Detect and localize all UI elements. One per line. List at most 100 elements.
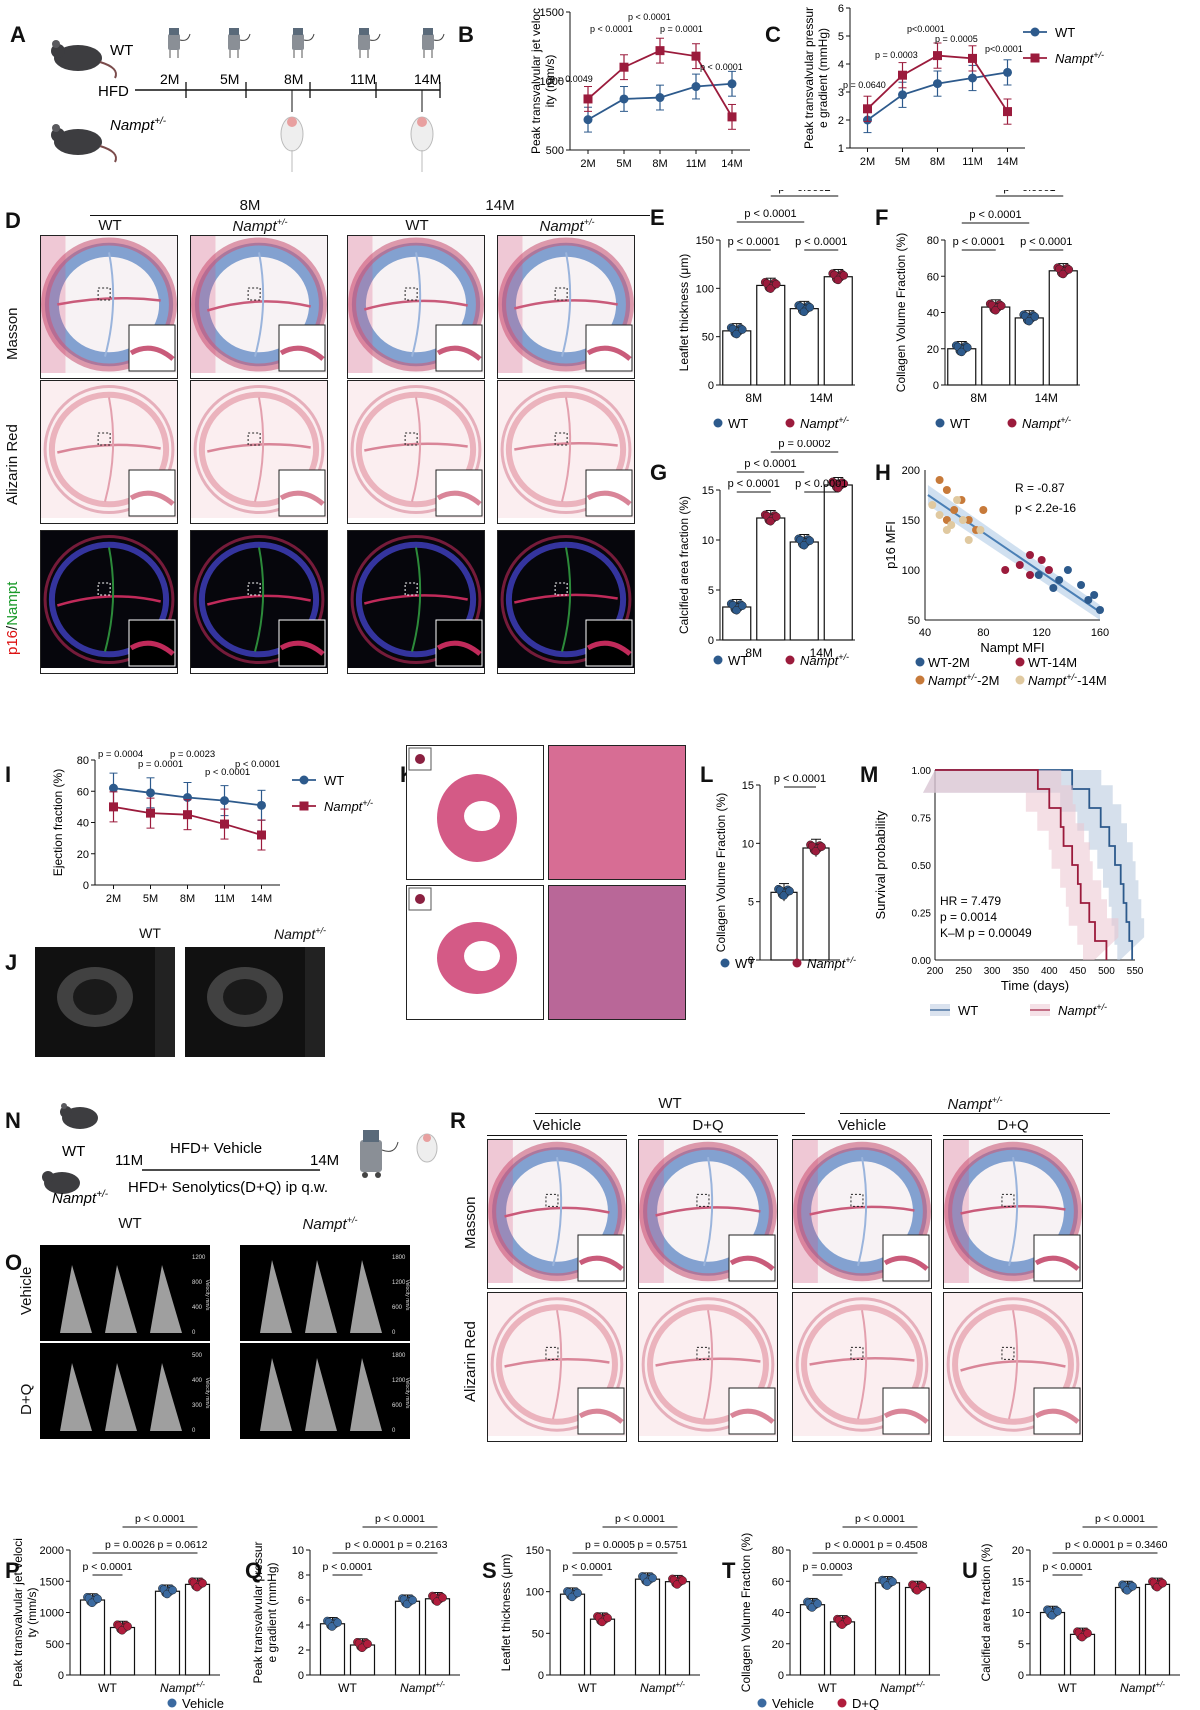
column-header: Nampt+/-: [947, 1095, 1003, 1113]
y-tick-label: 15: [742, 780, 754, 792]
bar: [823, 484, 853, 641]
x-tick-label: 14M: [251, 893, 272, 905]
x-tick-label: 120: [1032, 627, 1050, 639]
y-tick-label: 0: [778, 1670, 784, 1682]
panel-k-heart-sections: [400, 740, 700, 1030]
doppler-tick-label: 0: [192, 1428, 196, 1434]
doppler-tick-label: 1800: [392, 1255, 406, 1261]
p-value-label: p = 0.3460: [1118, 1539, 1168, 1551]
panel-n-schematic: WT Nampt+/- 11M HFD+ Vehicle 14M HFD+ Se…: [42, 1103, 438, 1207]
data-dot: [1083, 1629, 1092, 1638]
data-dot: [918, 1582, 927, 1591]
legend-marker: [915, 675, 925, 685]
legend-label: WT: [324, 773, 344, 788]
y-tick-label: 150: [902, 515, 920, 527]
echo-machine-icon: [228, 28, 251, 58]
legend-label: WT: [735, 956, 755, 971]
heart-zoom-image: [548, 885, 686, 1020]
bar: [349, 1644, 376, 1676]
data-dot: [779, 891, 789, 900]
chart-f-collagen: 0 20 40 60 80 Collagen Volume Fraction (%) 8M 1…: [894, 190, 1080, 431]
bar: [664, 1581, 691, 1676]
x-tick-label: 5M: [143, 893, 158, 905]
x-tick-label: 80: [977, 627, 989, 639]
masson-stain-image: [639, 1140, 777, 1283]
legend-marker: [785, 418, 795, 428]
y-tick-label: 5: [838, 31, 844, 43]
data-dot: [991, 306, 1000, 315]
panel-letter-d: D: [5, 208, 21, 233]
echo-image: [185, 947, 325, 1057]
scatter-point: [950, 506, 959, 514]
masson-stain-image: [41, 236, 177, 373]
data-point: [968, 53, 977, 63]
bar: [799, 1604, 826, 1676]
p-value-label: p < 0.0001: [795, 236, 847, 248]
x-group-label: 8M: [970, 391, 987, 405]
y-tick-label: 40: [772, 1608, 784, 1620]
y-tick-label: 2: [838, 115, 844, 127]
data-dot: [738, 325, 747, 334]
legend-label: Nampt+/-: [1058, 1002, 1107, 1018]
x-tick-label: 5M: [616, 158, 631, 170]
timepoint-label: 14M: [414, 71, 441, 87]
doppler-header: WT: [118, 1215, 142, 1232]
column-header: D+Q: [692, 1117, 724, 1134]
data-point: [1003, 107, 1012, 117]
data-dot: [1030, 312, 1040, 321]
column-header: Vehicle: [837, 1117, 887, 1134]
p-value-label: p < 0.0001: [728, 478, 780, 490]
y-tick-label: 60: [772, 1576, 784, 1588]
x-group-label: Nampt+/-: [640, 1680, 685, 1695]
doppler-unit: Velocity mm/s: [204, 1280, 210, 1311]
y-tick-label: 40: [927, 308, 939, 320]
scatter-point: [1026, 571, 1034, 579]
data-point: [655, 46, 665, 56]
stat-label: R = -0.87: [1015, 481, 1065, 495]
y-axis-label: Calcified area fraction (%): [979, 1543, 993, 1681]
data-dot: [1053, 1607, 1062, 1616]
data-dot: [963, 343, 972, 352]
bar: [1014, 317, 1044, 386]
panel-n-senolytics: HFD+ Senolytics(D+Q) ip q.w.: [128, 1179, 328, 1196]
legend-label: Vehicle: [772, 1696, 814, 1710]
panel-a-schematic: WT Nampt+/- HFD 2M 5M 8M 11M 14M: [51, 28, 445, 172]
chart-e-leaflet-thickness: 0 50 100 150 Leaflet thickness (μm) 8M 14M p < …: [677, 190, 855, 431]
row-label: Masson: [462, 1196, 479, 1249]
p-value-label: p < 0.0001: [774, 773, 826, 785]
x-tick-label: 8M: [930, 156, 945, 168]
legend-marker: [1015, 675, 1025, 685]
column-header: WT: [98, 217, 122, 234]
scatter-point: [1049, 584, 1058, 592]
x-tick-label: 160: [1091, 627, 1109, 639]
p-value-label: p < 0.0001: [563, 1561, 613, 1573]
panel-r-histology: WT Nampt+/- Vehicle D+Q Vehicle D+Q Masson Aliz…: [450, 1095, 1200, 1500]
chart-q-pressure: 0 2 4 6 8 10 Peak transvalvular pressur e gradi…: [251, 1513, 460, 1695]
data-point: [257, 830, 266, 840]
chart-l-cvf: 0 5 10 15 Collagen Volume Fraction (%) p < 0.…: [714, 773, 856, 971]
masson-stain-image: [191, 236, 327, 373]
y-tick-label: 5: [1018, 1639, 1024, 1651]
data-dot: [772, 279, 781, 289]
x-axis-label: Time (days): [1001, 978, 1069, 993]
data-point: [968, 73, 977, 83]
legend-marker: [720, 958, 730, 968]
y-tick-label: 10: [742, 838, 754, 850]
heart-section-image: [406, 885, 544, 1020]
doppler-tick-label: 0: [392, 1428, 396, 1434]
p-value-label: p < 0.0001: [953, 236, 1005, 248]
legend-marker: [713, 418, 723, 428]
data-dot: [811, 846, 821, 856]
panel-n-14m: 14M: [310, 1152, 339, 1169]
p-value-label: p = 0.0612: [158, 1539, 208, 1551]
data-dot: [438, 1593, 447, 1602]
legend-marker: [1015, 657, 1025, 667]
x-tick-label: 11M: [686, 158, 707, 170]
scatter-point: [1063, 566, 1072, 574]
x-tick-label: 250: [955, 966, 972, 977]
alizarin-stain-image: [498, 381, 634, 518]
legend-label: WT: [728, 653, 748, 668]
bar: [154, 1590, 181, 1676]
panel-letter-f: F: [875, 205, 889, 230]
y-tick-label: 0: [933, 380, 939, 392]
